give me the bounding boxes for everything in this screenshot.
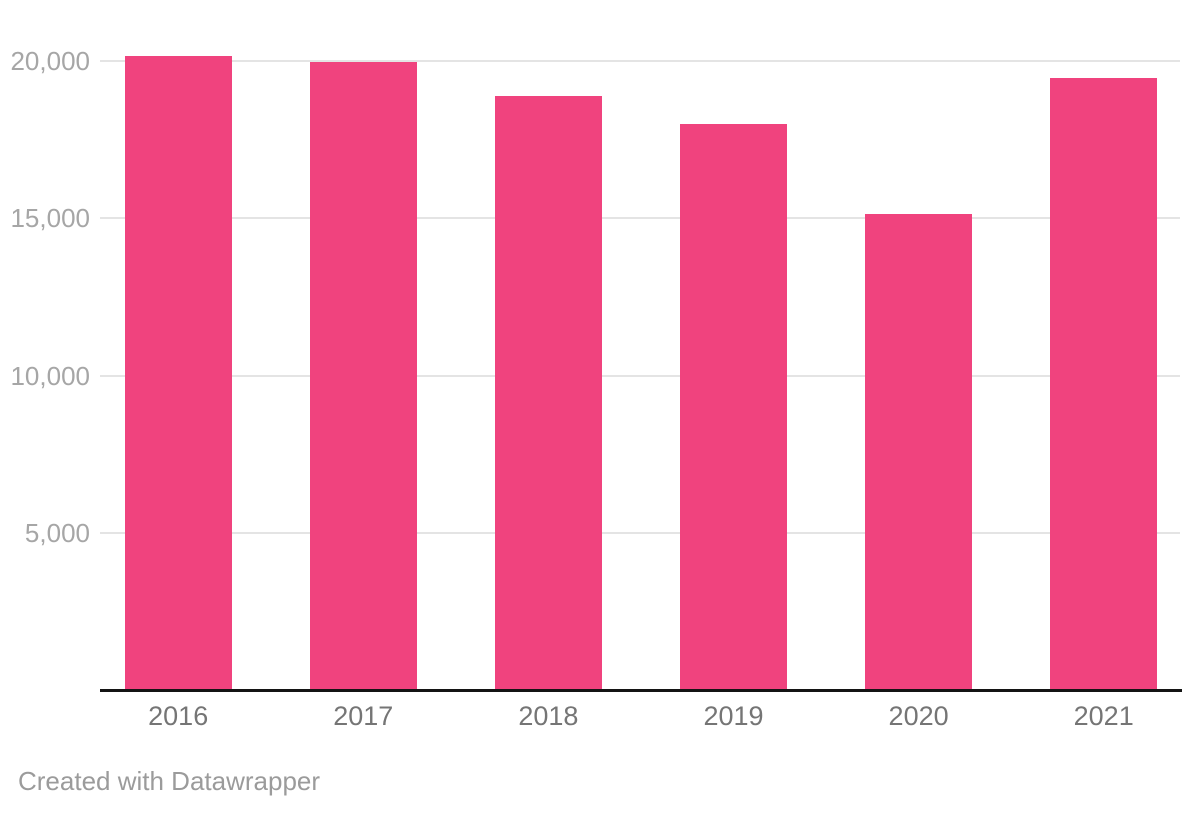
bar-2016[interactable] <box>124 56 232 691</box>
y-axis-tick-label: 20,000 <box>10 45 90 76</box>
bar-2019[interactable] <box>680 123 787 691</box>
x-axis-tick-label: 2021 <box>1073 701 1134 731</box>
y-axis-tick-label: 10,000 <box>10 360 90 391</box>
datawrapper-attribution: Created with Datawrapper <box>18 766 321 796</box>
bar-2020[interactable] <box>865 213 973 691</box>
y-axis-tick-label: 15,000 <box>10 203 90 234</box>
x-axis-tick-label: 2019 <box>703 701 764 731</box>
bar-2021[interactable] <box>1050 78 1158 691</box>
y-gridline <box>100 374 1180 377</box>
x-axis-tick-label: 2017 <box>333 701 394 731</box>
y-gridline <box>100 532 1180 535</box>
y-gridline <box>100 217 1180 220</box>
x-axis-line <box>100 689 1182 692</box>
x-axis-tick-label: 2016 <box>148 701 209 731</box>
x-axis-tick-label: 2018 <box>518 701 579 731</box>
x-axis-tick-label: 2020 <box>888 701 949 731</box>
bar-2017[interactable] <box>309 62 417 691</box>
y-axis-tick-label: 5,000 <box>24 518 90 549</box>
y-gridline <box>100 59 1180 62</box>
bar-2018[interactable] <box>494 95 602 691</box>
